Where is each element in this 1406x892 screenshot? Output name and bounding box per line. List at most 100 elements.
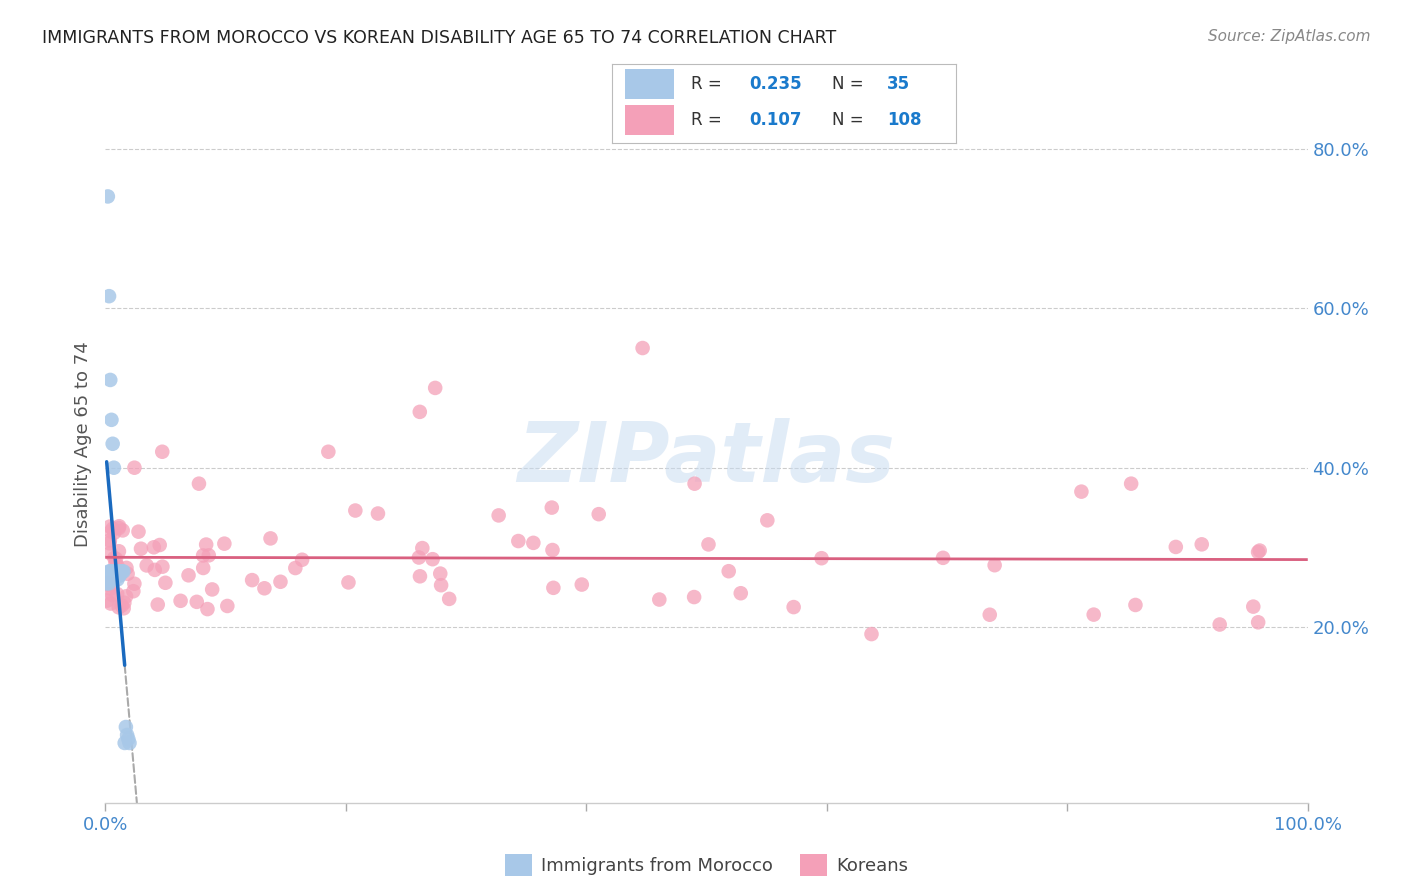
Point [105, 565, 128, 579]
Point [631, 341, 654, 355]
Point [103, 568, 125, 582]
Point [152, 559, 174, 574]
Point [110, 566, 132, 580]
Point [186, 595, 208, 609]
Text: 108: 108 [887, 111, 922, 129]
Point [683, 476, 706, 491]
Point [107, 573, 129, 587]
Point [103, 565, 125, 579]
Point [169, 594, 191, 608]
Point [110, 565, 132, 579]
Point [1125, 598, 1147, 612]
Point [97, 573, 120, 587]
Point [150, 444, 173, 458]
Text: Source: ZipAtlas.com: Source: ZipAtlas.com [1208, 29, 1371, 44]
Point [425, 381, 447, 395]
Point [1164, 540, 1187, 554]
Point [128, 524, 150, 539]
Point [217, 599, 239, 613]
Point [149, 538, 172, 552]
Point [98, 565, 121, 579]
Point [860, 627, 883, 641]
Point [105, 587, 128, 601]
Point [110, 599, 132, 613]
Point [810, 551, 832, 566]
Point [117, 731, 139, 746]
Point [97, 577, 120, 591]
Point [146, 598, 169, 612]
Point [101, 568, 124, 582]
Point [409, 405, 432, 419]
Text: N =: N = [832, 75, 869, 93]
Point [1070, 484, 1092, 499]
Point [98, 582, 121, 596]
Point [1121, 476, 1143, 491]
Text: 35: 35 [887, 75, 910, 93]
Point [983, 558, 1005, 573]
Point [103, 525, 125, 540]
Point [100, 565, 122, 579]
Point [197, 602, 219, 616]
Point [214, 536, 236, 550]
Point [1191, 537, 1213, 551]
Point [100, 413, 122, 427]
Point [108, 544, 131, 558]
Point [411, 541, 433, 555]
Y-axis label: Disability Age 65 to 74: Disability Age 65 to 74 [73, 341, 91, 547]
Point [367, 507, 389, 521]
Text: 0.235: 0.235 [749, 75, 801, 93]
Point [782, 600, 804, 615]
Point [129, 541, 152, 556]
Point [115, 561, 138, 575]
Point [96, 576, 118, 591]
Point [100, 524, 122, 539]
Point [543, 581, 565, 595]
Point [197, 549, 219, 563]
Point [97, 189, 120, 203]
Point [103, 551, 125, 566]
Point [522, 536, 544, 550]
Point [122, 584, 145, 599]
Point [98, 565, 121, 579]
Point [188, 476, 211, 491]
Point [100, 573, 122, 587]
Point [104, 557, 127, 571]
Point [118, 736, 141, 750]
Text: 0.107: 0.107 [749, 111, 801, 129]
Point [101, 437, 124, 451]
Point [430, 578, 453, 592]
Point [588, 507, 610, 521]
Point [112, 565, 135, 579]
Point [111, 524, 134, 538]
Point [98, 533, 121, 548]
Point [259, 532, 281, 546]
Point [253, 582, 276, 596]
Point [195, 537, 218, 551]
Point [408, 550, 430, 565]
Text: R =: R = [690, 111, 727, 129]
Point [98, 536, 121, 550]
Point [1241, 599, 1264, 614]
Point [108, 521, 131, 535]
Point [932, 550, 955, 565]
Point [107, 565, 129, 579]
Point [422, 552, 444, 566]
Point [291, 553, 314, 567]
Point [571, 577, 593, 591]
Point [1208, 617, 1230, 632]
Point [240, 573, 263, 587]
Point [135, 558, 157, 573]
Point [98, 519, 121, 533]
Point [105, 558, 128, 573]
Point [115, 720, 138, 734]
Point [717, 564, 740, 578]
Point [193, 561, 215, 575]
Point [201, 582, 224, 597]
Point [112, 596, 135, 610]
Point [284, 561, 307, 575]
Point [101, 522, 124, 536]
Point [344, 503, 367, 517]
Text: N =: N = [832, 111, 869, 129]
Point [488, 508, 510, 523]
Text: R =: R = [690, 75, 727, 93]
